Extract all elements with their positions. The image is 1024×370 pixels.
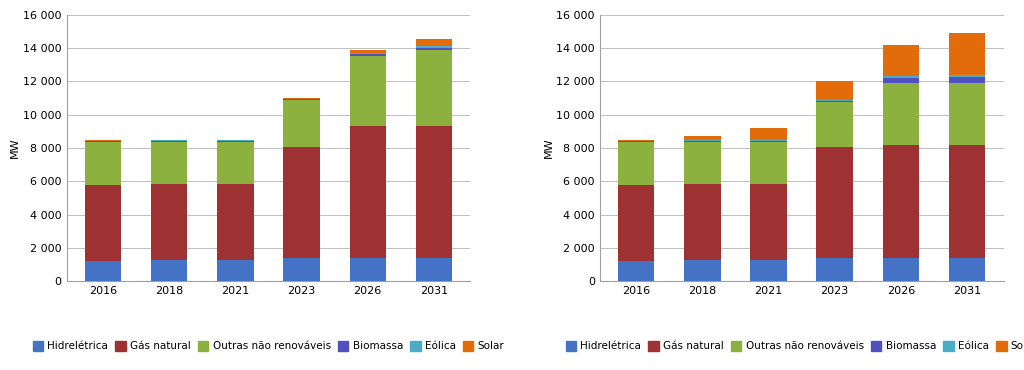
Bar [883, 83, 919, 145]
Bar [618, 185, 654, 261]
Bar [217, 140, 254, 141]
Bar [349, 56, 386, 127]
Bar [85, 261, 121, 281]
Bar [416, 48, 452, 50]
Bar [349, 53, 386, 54]
Bar [816, 147, 853, 258]
Bar [217, 184, 254, 260]
Bar [816, 258, 853, 281]
Bar [949, 33, 985, 75]
Legend: Hidrelétrica, Gás natural, Outras não renováveis, Biomassa, Eólica, Solar: Hidrelétrica, Gás natural, Outras não re… [29, 337, 509, 356]
Bar [949, 258, 985, 281]
Bar [949, 145, 985, 258]
Bar [949, 83, 985, 145]
Bar [349, 54, 386, 55]
Bar [684, 142, 721, 184]
Y-axis label: MW: MW [10, 138, 20, 158]
Bar [816, 81, 853, 100]
Bar [618, 140, 654, 141]
Bar [684, 141, 721, 142]
Bar [284, 147, 319, 258]
Bar [349, 258, 386, 281]
Bar [816, 100, 853, 101]
Y-axis label: MW: MW [544, 138, 553, 158]
Bar [751, 140, 786, 141]
Bar [85, 141, 121, 142]
Bar [85, 142, 121, 185]
Bar [217, 139, 254, 140]
Bar [349, 50, 386, 53]
Bar [751, 141, 786, 142]
Bar [416, 50, 452, 127]
Bar [152, 140, 187, 141]
Bar [416, 46, 452, 48]
Bar [217, 142, 254, 184]
Bar [217, 260, 254, 281]
Bar [751, 142, 786, 184]
Bar [284, 99, 319, 100]
Bar [416, 127, 452, 258]
Bar [618, 142, 654, 185]
Bar [684, 136, 721, 140]
Bar [684, 140, 721, 141]
Bar [416, 39, 452, 46]
Bar [284, 98, 319, 99]
Bar [883, 145, 919, 258]
Bar [949, 77, 985, 83]
Bar [416, 258, 452, 281]
Bar [284, 100, 319, 147]
Bar [85, 140, 121, 141]
Bar [152, 142, 187, 184]
Bar [349, 127, 386, 258]
Bar [751, 128, 786, 140]
Bar [152, 139, 187, 140]
Bar [816, 101, 853, 102]
Bar [949, 75, 985, 77]
Bar [883, 77, 919, 78]
Bar [618, 261, 654, 281]
Bar [883, 78, 919, 83]
Bar [152, 184, 187, 260]
Bar [684, 184, 721, 260]
Legend: Hidrelétrica, Gás natural, Outras não renováveis, Biomassa, Eólica, Solar: Hidrelétrica, Gás natural, Outras não re… [561, 337, 1024, 356]
Bar [217, 141, 254, 142]
Bar [618, 141, 654, 142]
Bar [751, 184, 786, 260]
Bar [284, 258, 319, 281]
Bar [816, 102, 853, 147]
Bar [85, 185, 121, 261]
Bar [751, 260, 786, 281]
Bar [883, 45, 919, 77]
Bar [152, 141, 187, 142]
Bar [684, 260, 721, 281]
Bar [883, 258, 919, 281]
Bar [152, 260, 187, 281]
